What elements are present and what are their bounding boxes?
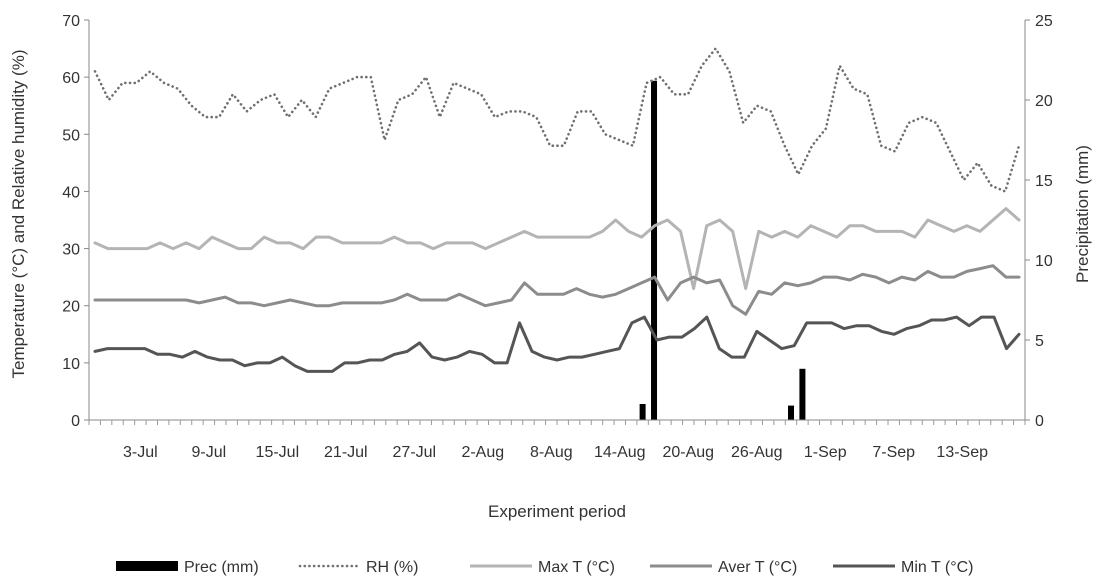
y-right-tick-label: 15 xyxy=(1035,173,1053,190)
legend-item-0-swatch xyxy=(116,561,178,571)
legend: Prec (mm) RH (%) Max T (°C) Aver T (°C) Min … xyxy=(116,559,973,576)
x-tick-label: 1-Sep xyxy=(804,444,847,461)
y-right-tick-label: 20 xyxy=(1035,93,1053,110)
x-tick-label: 7-Sep xyxy=(872,444,915,461)
x-tick-label: 2-Aug xyxy=(461,444,504,461)
x-tick-label: 8-Aug xyxy=(530,444,573,461)
axes: 0 10 20 30 40 50 60 70 0 5 10 15 20 25 3-Jul 9-Jul 15-Ju… xyxy=(62,13,1053,461)
x-tick-label: 9-Jul xyxy=(192,444,227,461)
y-axis-left-label: Temperature (°C) and Relative humidity (… xyxy=(9,50,28,379)
x-tick-label: 13-Sep xyxy=(936,444,988,461)
precipitation-bars xyxy=(639,80,806,421)
legend-item-4-label: Min T (°C) xyxy=(901,559,973,576)
legend-item-0-label: Prec (mm) xyxy=(184,559,259,576)
y-left-tick-label: 30 xyxy=(62,242,80,259)
y-left-tick-label: 60 xyxy=(62,70,80,87)
y-right-tick-label: 10 xyxy=(1035,253,1053,270)
series-line-0 xyxy=(93,47,1021,193)
legend-item-1-label: RH (%) xyxy=(366,559,418,576)
x-tick-label: 15-Jul xyxy=(256,444,300,461)
y-left-tick-label: 0 xyxy=(71,413,80,430)
series-line-1 xyxy=(93,207,1021,291)
y-left-tick-label: 70 xyxy=(62,13,80,30)
y-left-tick-label: 50 xyxy=(62,127,80,144)
y-left-tick-label: 40 xyxy=(62,184,80,201)
precipitation-bar xyxy=(639,404,646,420)
legend-item-3-label: Aver T (°C) xyxy=(718,559,797,576)
x-tick-label: 26-Aug xyxy=(731,444,783,461)
y-right-tick-label: 0 xyxy=(1035,413,1044,430)
precipitation-bar xyxy=(651,80,658,421)
x-axis-label: Experiment period xyxy=(488,502,626,521)
x-tick-label: 3-Jul xyxy=(123,444,158,461)
y-right-tick-label: 5 xyxy=(1035,333,1044,350)
y-right-tick-label: 25 xyxy=(1035,13,1053,30)
precipitation-bar xyxy=(799,368,806,420)
y-left-tick-label: 20 xyxy=(62,299,80,316)
x-tick-label: 21-Jul xyxy=(324,444,368,461)
legend-item-2-label: Max T (°C) xyxy=(538,559,615,576)
y-left-tick-label: 10 xyxy=(62,356,80,373)
x-tick-label: 14-Aug xyxy=(594,444,646,461)
precipitation-bar xyxy=(788,405,794,420)
series-line-2 xyxy=(93,264,1021,316)
x-tick-label: 20-Aug xyxy=(662,444,714,461)
series-line-3 xyxy=(93,315,1021,373)
x-tick-label: 27-Jul xyxy=(393,444,437,461)
series-lines xyxy=(93,47,1021,373)
y-axis-right-label: Precipitation (mm) xyxy=(1073,145,1092,283)
